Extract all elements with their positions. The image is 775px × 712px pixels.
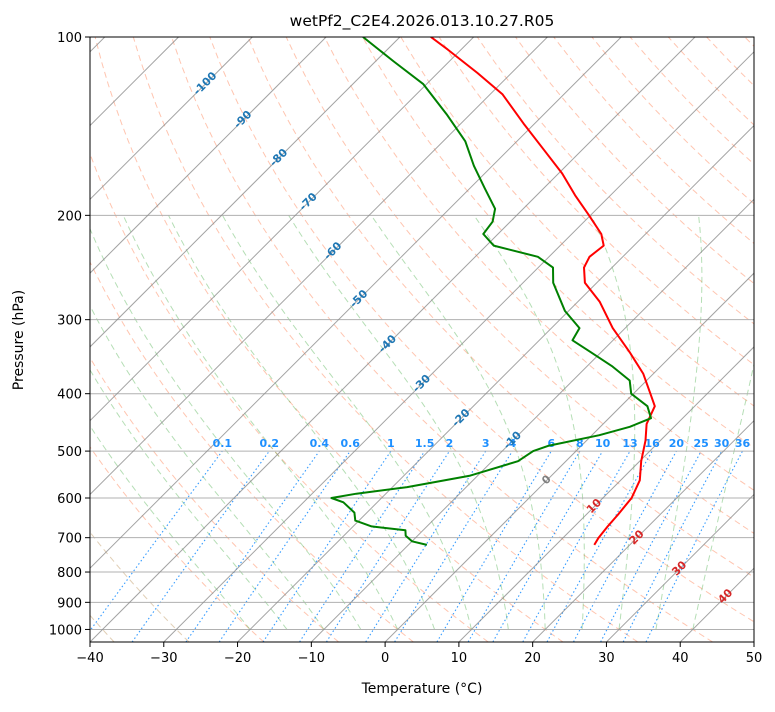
x-tick-label: 40 [672, 651, 689, 666]
chart-title: wetPf2_C2E4.2026.013.10.27.R05 [290, 12, 555, 31]
mixing-ratio-label: 10 [595, 437, 611, 450]
y-tick-label: 1000 [49, 623, 82, 638]
x-tick-label: 50 [746, 651, 763, 666]
mixing-ratio-label: 25 [694, 437, 709, 450]
x-tick-label: −10 [298, 651, 325, 666]
y-tick-label: 500 [57, 445, 82, 460]
x-tick-label: −40 [76, 651, 103, 666]
x-tick-label: 0 [381, 651, 389, 666]
mixing-ratio-label: 20 [669, 437, 685, 450]
y-axis-label: Pressure (hPa) [11, 290, 27, 390]
mixing-ratio-label: 0.1 [213, 437, 233, 450]
y-tick-label: 100 [57, 31, 82, 46]
mixing-ratio-label: 0.4 [310, 437, 330, 450]
mixing-ratio-label: 16 [645, 437, 661, 450]
y-tick-label: 300 [57, 314, 82, 329]
y-tick-label: 200 [57, 209, 82, 224]
mixing-ratio-label: 1 [387, 437, 395, 450]
x-tick-label: −20 [224, 651, 251, 666]
x-tick-label: 10 [451, 651, 468, 666]
mixing-ratio-label: 1.5 [415, 437, 435, 450]
mixing-ratio-label: 30 [714, 437, 730, 450]
y-tick-label: 600 [57, 492, 82, 507]
mixing-ratio-label: 13 [622, 437, 637, 450]
x-tick-label: −30 [150, 651, 177, 666]
mixing-ratio-label: 3 [482, 437, 490, 450]
x-axis-label: Temperature (°C) [361, 681, 483, 697]
mixing-ratio-label: 2 [446, 437, 454, 450]
mixing-ratio-label: 36 [735, 437, 751, 450]
x-tick-label: 20 [524, 651, 541, 666]
y-tick-label: 700 [57, 532, 82, 547]
mixing-ratio-label: 0.2 [260, 437, 280, 450]
mixing-ratio-label: 0.6 [340, 437, 360, 450]
y-tick-label: 900 [57, 596, 82, 611]
y-tick-label: 800 [57, 566, 82, 581]
y-tick-label: 400 [57, 388, 82, 403]
x-tick-label: 30 [598, 651, 615, 666]
